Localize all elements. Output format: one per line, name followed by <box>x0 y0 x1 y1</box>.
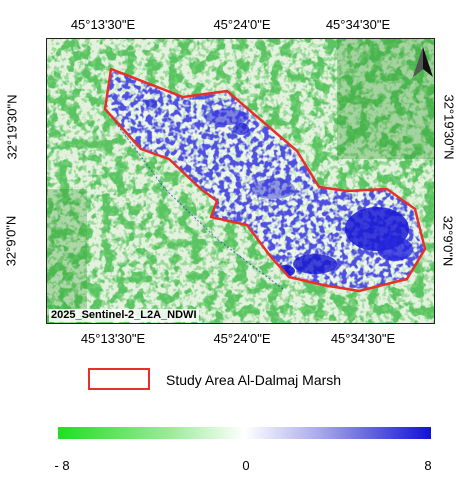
coord-top-2: 45°24'0"E <box>213 17 271 32</box>
ndwi-raster <box>47 39 434 323</box>
colorbar-min-label: - 8 <box>54 458 70 473</box>
coord-right-2: 32°9'0"N <box>440 215 456 267</box>
canal-line <box>112 118 284 290</box>
coord-left-1: 32°19'30"N <box>4 94 20 160</box>
coord-top-3: 45°34'30"E <box>325 17 391 32</box>
coord-right-1: 32°19'30"N <box>441 94 457 160</box>
north-arrow-icon <box>413 47 433 77</box>
colorbar-max-label: 8 <box>424 458 432 473</box>
ndwi-map: 0 10 20 Km 2025_Sentinel-2_L2A_NDWI <box>46 38 435 324</box>
map-caption: 2025_Sentinel-2_L2A_NDWI <box>49 309 199 322</box>
coord-bottom-3: 45°34'30"E <box>330 331 396 346</box>
farmland-ne <box>337 39 434 159</box>
legend-label: Study Area Al-Dalmaj Marsh <box>166 372 342 388</box>
coord-bottom-1: 45°13'30"E <box>80 331 146 346</box>
study-area-outline <box>103 67 427 293</box>
legend: Study Area Al-Dalmaj Marsh <box>88 368 388 392</box>
legend-swatch <box>88 368 150 390</box>
colorbar-mid-label: 0 <box>242 458 250 473</box>
coord-bottom-2: 45°24'0"E <box>213 331 271 346</box>
coord-left-2: 32°9'0"N <box>3 215 19 267</box>
farmland-w <box>47 189 87 323</box>
coord-top-1: 45°13'30"E <box>70 17 136 32</box>
ndwi-colorbar <box>58 427 431 439</box>
